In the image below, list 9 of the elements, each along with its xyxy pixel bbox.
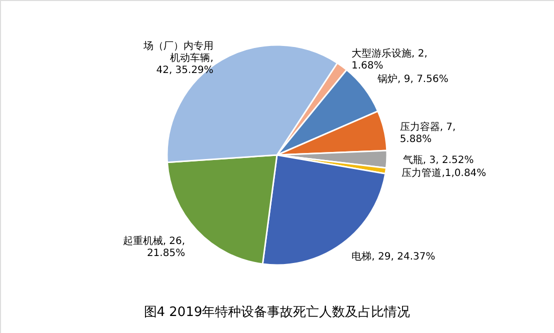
slice-label: 起重机械, 26, 21.85% xyxy=(122,235,186,260)
slice-label: 场（厂）内专用机动车辆, 42, 35.29% xyxy=(142,40,214,76)
slice-label: 压力容器, 7, 5.88% xyxy=(400,120,456,145)
text: 图4 2019年特种设备事故死亡人数及占比情况 xyxy=(144,304,410,320)
slice-label: 气瓶, 3, 2.52% xyxy=(402,154,474,166)
slice-label: 压力管道,1,0.84% xyxy=(402,167,486,180)
slice-label: 大型游乐设施, 2, 1.68% xyxy=(352,47,428,72)
slice-label: 锅炉, 9, 7.56% xyxy=(376,72,448,85)
slice-label: 电梯, 29, 24.37% xyxy=(352,250,436,262)
